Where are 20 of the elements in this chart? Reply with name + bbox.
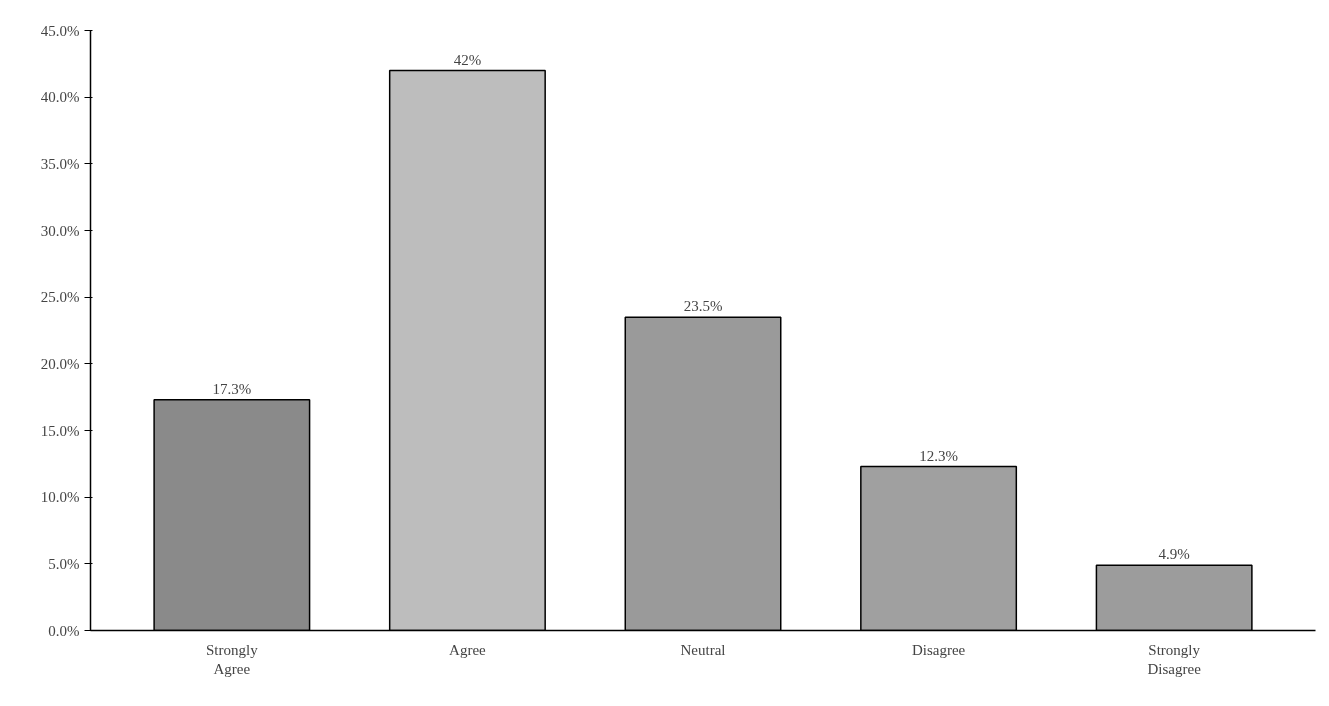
y-tick-label: 40.0% [40,89,80,106]
x-tick-label: Neutral [680,641,726,658]
y-tick-label: 30.0% [40,222,80,239]
y-tick-label: 15.0% [40,422,80,439]
data-label: 12.3% [919,447,958,464]
y-tick-label: 5.0% [48,555,80,572]
y-tick-label: 35.0% [40,155,80,172]
x-tick-label: Agree [449,641,487,658]
data-label: 23.5% [683,298,723,315]
y-tick-label: 45.0% [40,22,80,39]
data-label: 4.9% [1158,546,1190,563]
y-tick-label: 0.0% [48,622,80,639]
y-tick-label: 10.0% [40,489,80,506]
x-tick-label: Strongly Agree [206,641,259,677]
y-tick-label: 20.0% [40,355,80,372]
y-tick-label: 25.0% [40,289,80,306]
x-tick-label: Strongly Disagree [1147,641,1202,677]
data-label: 42% [453,51,482,68]
x-tick-label: Disagree [911,641,966,658]
data-label: 17.3% [212,380,252,397]
